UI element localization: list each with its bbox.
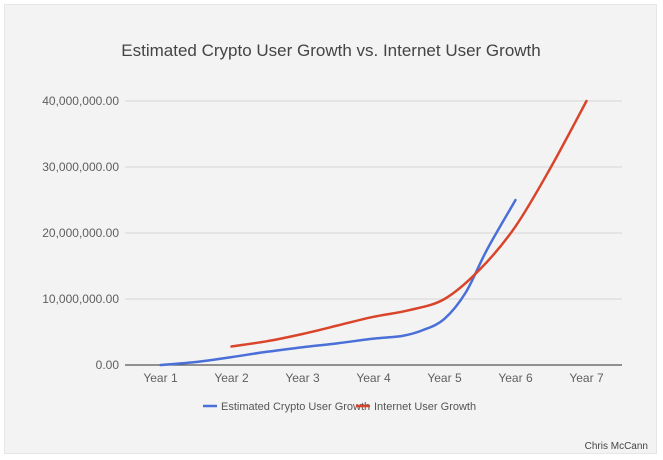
x-tick-label: Year 3 bbox=[285, 371, 320, 385]
y-tick-label: 30,000,000.00 bbox=[42, 160, 119, 174]
line-chart: Estimated Crypto User Growth vs. Interne… bbox=[42, 41, 648, 452]
x-tick-label: Year 4 bbox=[356, 371, 391, 385]
series-line-crypto-users bbox=[159, 198, 517, 367]
y-tick-label: 10,000,000.00 bbox=[42, 292, 119, 306]
y-tick-label: 40,000,000.00 bbox=[42, 94, 119, 108]
legend-label-crypto: Estimated Crypto User Growth bbox=[221, 401, 370, 413]
chart-title: Estimated Crypto User Growth vs. Interne… bbox=[121, 41, 540, 60]
x-axis-tick-labels: Year 1 Year 2 Year 3 Year 4 Year 5 Year 6 Year… bbox=[143, 371, 604, 385]
y-axis-tick-labels: 0.00 10,000,000.00 20,000,000.00 30,000,000… bbox=[42, 94, 119, 372]
y-tick-label: 20,000,000.00 bbox=[42, 226, 119, 240]
series-line-internet-users bbox=[230, 99, 588, 348]
legend-label-internet: Internet User Growth bbox=[374, 401, 476, 413]
chart-frame: Estimated Crypto User Growth vs. Interne… bbox=[4, 4, 657, 454]
x-tick-label: Year 7 bbox=[569, 371, 604, 385]
y-tick-label: 0.00 bbox=[96, 358, 120, 372]
credit-label: Chris McCann bbox=[585, 441, 648, 452]
series-lines bbox=[159, 99, 588, 367]
grid-lines bbox=[125, 100, 622, 366]
legend: Estimated Crypto User Growth Internet Us… bbox=[203, 401, 476, 413]
x-tick-label: Year 6 bbox=[498, 371, 533, 385]
x-tick-label: Year 1 bbox=[143, 371, 178, 385]
x-tick-label: Year 5 bbox=[427, 371, 462, 385]
x-tick-label: Year 2 bbox=[214, 371, 249, 385]
